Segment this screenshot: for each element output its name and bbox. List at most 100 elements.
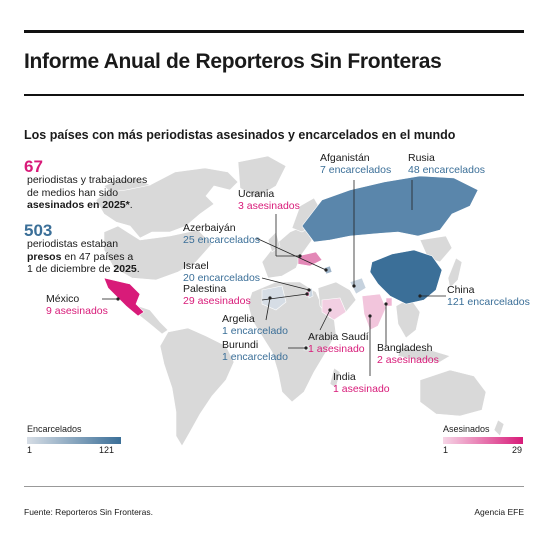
label-mexico-value: 9 asesinados <box>46 305 108 317</box>
label-palestina-value: 29 asesinados <box>183 295 251 307</box>
legend-jailed-title: Encarcelados <box>27 424 82 434</box>
label-rusia-name: Rusia <box>408 152 435 164</box>
india-shape <box>361 293 387 331</box>
label-burundi-value: 1 encarcelado <box>222 351 288 363</box>
label-arabia-name: Arabia Saudí <box>308 331 369 343</box>
dot-azerbaiyan <box>324 268 328 272</box>
dot-bangladesh <box>384 302 388 306</box>
label-israel: Israel 20 encarcelados <box>183 260 260 284</box>
africa-shape <box>247 281 337 403</box>
north-america-shape <box>95 167 239 239</box>
jailed-text-3: 1 de diciembre de <box>27 263 114 275</box>
footer-rule <box>24 486 524 487</box>
uk-shape <box>267 231 281 253</box>
leader-arabia <box>319 309 331 331</box>
new-zealand-shape <box>493 419 505 437</box>
label-rusia-value: 48 encarcelados <box>408 164 486 176</box>
label-china: China 121 encarcelados <box>447 284 530 308</box>
dot-mexico <box>116 297 120 301</box>
leader-argelia <box>265 297 271 321</box>
south-america-shape <box>159 327 235 447</box>
ukraine-shape <box>297 251 323 267</box>
title-rule <box>24 94 524 96</box>
mexico-shape <box>103 277 145 317</box>
afghanistan-shape <box>349 277 367 295</box>
label-burundi-name: Burundi <box>222 339 259 351</box>
greenland-shape <box>237 155 287 199</box>
label-ucrania: Ucrania 3 asesinados <box>238 188 300 212</box>
australia-shape <box>419 369 487 417</box>
russia-shape <box>301 175 479 243</box>
dot-palestina <box>305 292 309 296</box>
label-india-name: India <box>333 371 356 383</box>
jailed-text-2: en 47 países a <box>61 250 134 263</box>
label-ucrania-name: Ucrania <box>238 188 275 200</box>
label-bangladesh: Bangladesh 2 asesinados <box>377 342 439 366</box>
dot-burundi <box>304 346 308 350</box>
dot-argelia <box>268 296 272 300</box>
label-india-value: 1 asesinado <box>333 383 390 395</box>
label-china-value: 121 encarcelados <box>447 296 530 308</box>
label-israel-name: Israel <box>183 260 209 272</box>
label-argelia-name: Argelia <box>222 313 255 325</box>
label-rusia: Rusia 48 encarcelados <box>408 152 485 176</box>
legend-killed-title: Asesinados <box>443 424 490 434</box>
label-china-name: China <box>447 284 475 296</box>
killed-text-2: de medios han sido <box>27 186 119 199</box>
legend-jailed-min: 1 <box>27 445 33 455</box>
label-arabia: Arabia Saudí 1 asesinado <box>308 331 369 355</box>
japan-shape <box>447 257 463 289</box>
jailed-description: periodistas estaban presos en 47 países … <box>27 238 197 276</box>
jailed-count: 503 <box>24 221 53 240</box>
killed-text-bold: asesinados en 2025* <box>27 199 130 211</box>
madagascar-shape <box>329 367 341 389</box>
dot-india <box>368 314 372 318</box>
legend-jailed-bar <box>27 437 121 444</box>
killed-text-end: . <box>129 199 133 211</box>
dot-china <box>418 294 422 298</box>
killed-count: 67 <box>24 157 43 176</box>
leader-azerbaiyan <box>255 237 327 271</box>
leader-israel <box>261 277 310 291</box>
label-bangladesh-name: Bangladesh <box>377 342 433 354</box>
agency-credit: Agencia EFE <box>474 507 524 517</box>
label-azerbaiyan-value: 25 encarcelados <box>183 234 261 246</box>
indonesia-shape <box>397 347 451 363</box>
legend-killed-bar <box>443 437 523 444</box>
source-note: Fuente: Reporteros Sin Fronteras. <box>24 507 153 517</box>
legend-killed-min: 1 <box>443 445 449 455</box>
china-shape <box>369 249 443 305</box>
leader-dots <box>116 254 422 350</box>
leader-lines <box>102 180 446 376</box>
label-afganistan: Afganistán 7 encarcelados <box>320 152 391 176</box>
dot-israel <box>307 288 311 292</box>
usa-shape <box>103 225 213 281</box>
label-palestina: Palestina 29 asesinados <box>183 283 251 307</box>
map-subtitle: Los países con más periodistas asesinado… <box>24 128 456 142</box>
killed-description: periodistas y trabajadores de medios han… <box>27 174 197 212</box>
dot-ucrania <box>298 254 302 258</box>
label-burundi: Burundi 1 encarcelado <box>222 339 288 363</box>
legend-killed-max: 29 <box>512 445 523 455</box>
label-bangladesh-value: 2 asesinados <box>377 354 439 366</box>
label-azerbaiyan-name: Azerbaiyán <box>183 222 236 234</box>
page-title: Informe Anual de Reporteros Sin Frontera… <box>24 50 442 73</box>
label-palestina-name: Palestina <box>183 283 227 295</box>
label-mexico: México 9 asesinados <box>46 293 108 317</box>
label-ucrania-value: 3 asesinados <box>238 200 300 212</box>
alaska-shape <box>103 177 151 193</box>
jailed-text-bold2: 2025 <box>113 263 137 275</box>
jailed-text-1: periodistas estaban <box>27 238 119 250</box>
central-america-shape <box>137 305 169 335</box>
label-afganistan-name: Afganistán <box>320 152 370 164</box>
jailed-text-bold: presos <box>27 250 62 263</box>
label-afganistan-value: 7 encarcelados <box>320 164 392 176</box>
killed-text-1: periodistas y trabajadores <box>27 174 148 186</box>
label-arabia-value: 1 asesinado <box>308 343 365 355</box>
label-mexico-name: México <box>46 293 80 305</box>
azerbaijan-shape <box>323 265 333 275</box>
label-israel-value: 20 encarcelados <box>183 272 261 284</box>
label-argelia: Argelia 1 encarcelado <box>222 313 288 337</box>
top-rule <box>24 30 524 33</box>
